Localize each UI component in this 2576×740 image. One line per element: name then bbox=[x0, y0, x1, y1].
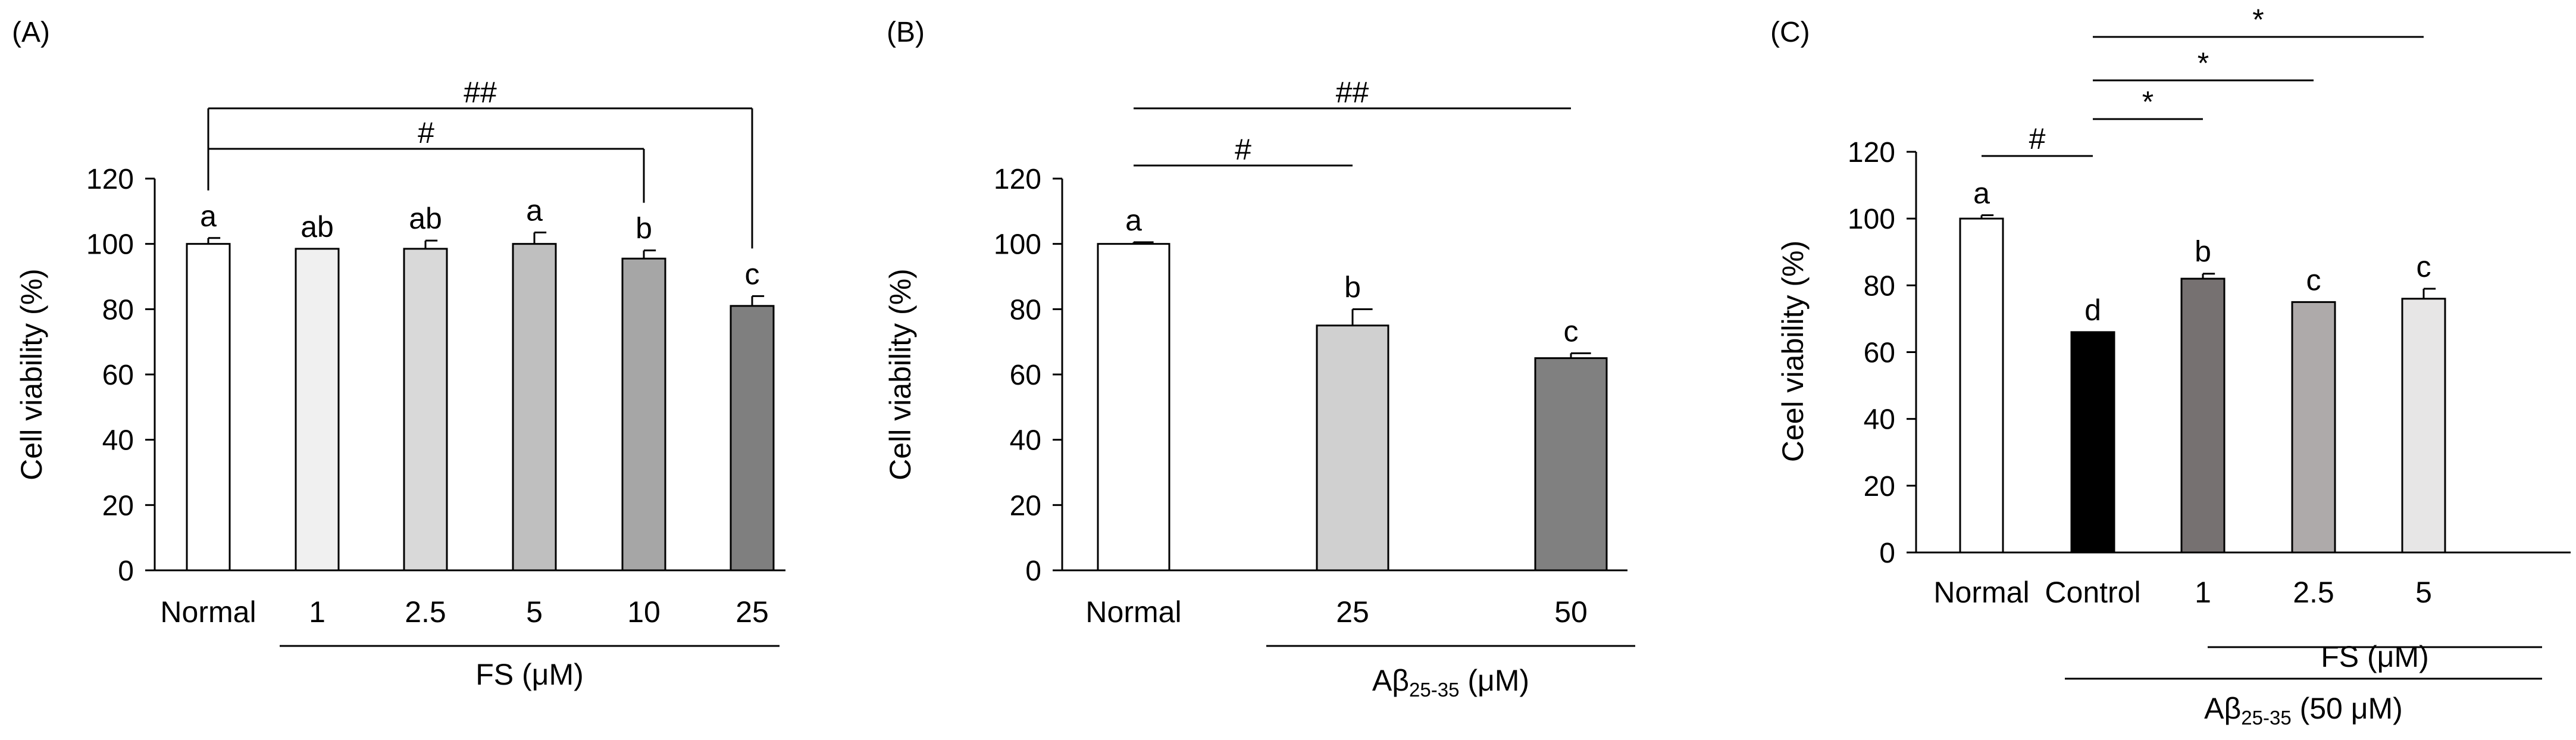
panel-c-y-tick-label: 0 bbox=[1879, 538, 1895, 569]
panel-a-bar bbox=[512, 243, 557, 572]
panel-b-bar bbox=[1316, 324, 1389, 572]
panel-c-significance-letter: d bbox=[2084, 293, 2101, 327]
panel-c-y-tick-label: 40 bbox=[1864, 404, 1895, 436]
panel-c-chart: (C) 0 20 40 60 80 100 120 Ceel viability (%) a Nor… bbox=[1770, 3, 2571, 729]
panel-b-significance-letter: a bbox=[1125, 204, 1142, 237]
panel-a-category-label: 2.5 bbox=[405, 595, 446, 629]
panel-b-category-label: Normal bbox=[1085, 595, 1181, 629]
panel-b-y-axis-title: Cell viability (%) bbox=[884, 268, 917, 480]
panel-a-bar bbox=[403, 248, 448, 572]
panel-b-group-label-unit: (μM) bbox=[1459, 664, 1529, 697]
panel-a-bar bbox=[621, 257, 666, 572]
panel-a-chart: (A) 0 20 40 60 80 100 120 Cell viability (%) a Nor… bbox=[12, 17, 785, 691]
panel-a-sig-label: ## bbox=[464, 76, 497, 109]
panel-c-category-label: 5 bbox=[2415, 576, 2432, 609]
panel-c-sig-label: * bbox=[2198, 46, 2209, 80]
panel-b-y-tick-label: 80 bbox=[1010, 294, 1041, 326]
panel-c-bar bbox=[2401, 298, 2446, 554]
panel-c-sig-label: * bbox=[2142, 85, 2154, 118]
panel-c-category-label: 1 bbox=[2195, 576, 2211, 609]
panel-b-group-label: Aβ25-35 (μM) bbox=[1372, 664, 1529, 701]
panel-a-significance-letter: a bbox=[526, 193, 543, 227]
panel-c-y-axis-title: Ceel viability (%) bbox=[1776, 241, 1810, 462]
panel-a-bar bbox=[730, 305, 775, 572]
panel-b-label: (B) bbox=[887, 17, 925, 48]
panel-a-significance-letter: b bbox=[636, 212, 652, 245]
panel-a-bar bbox=[186, 243, 231, 572]
panel-a-significance-letter: c bbox=[745, 257, 760, 291]
panel-c-significance-letter: c bbox=[2417, 250, 2431, 283]
panel-c-significance-letter: b bbox=[2195, 235, 2211, 268]
panel-b-y-tick-label: 40 bbox=[1010, 425, 1041, 457]
panel-b-y-tick-label: 20 bbox=[1010, 490, 1041, 522]
panel-b-chart: (B) 0 20 40 60 80 100 120 Cell viability (%) a Nor… bbox=[884, 17, 1635, 701]
panel-c-y-tick-label: 100 bbox=[1848, 204, 1895, 235]
panel-a-y-tick-label: 60 bbox=[102, 360, 134, 391]
panel-b-group-label-main: Aβ bbox=[1372, 664, 1409, 697]
panel-a-y-tick-label: 0 bbox=[118, 555, 134, 587]
panel-b-y-tick-label: 120 bbox=[994, 164, 1041, 195]
panel-c-y-tick-label: 60 bbox=[1864, 338, 1895, 369]
panel-c-group-label-abeta-subscript: 25-35 bbox=[2241, 707, 2291, 729]
panel-c-sig-label: # bbox=[2029, 122, 2046, 155]
panel-b-sig-label: # bbox=[1235, 133, 1251, 166]
panel-c-bar bbox=[2180, 277, 2226, 554]
panel-c-sig-label: * bbox=[2252, 3, 2264, 36]
panel-a-bar bbox=[295, 248, 340, 572]
panel-a-category-label: 5 bbox=[526, 595, 543, 629]
panel-a-category-label: Normal bbox=[160, 595, 256, 629]
panel-a-y-tick-label: 20 bbox=[102, 490, 134, 522]
panel-c-category-label: Normal bbox=[1933, 576, 2029, 609]
panel-b-significance-letter: b bbox=[1344, 270, 1361, 304]
panel-a-significance-letter: ab bbox=[409, 202, 442, 235]
panel-c-bar bbox=[2291, 301, 2336, 554]
panel-a-group-label: FS (μM) bbox=[475, 658, 584, 691]
panel-c-group-label-abeta-unit: (50 μM) bbox=[2292, 692, 2403, 725]
panel-c-category-label: Control bbox=[2045, 576, 2140, 609]
panel-a-label: (A) bbox=[12, 17, 50, 48]
panel-b-bar bbox=[1534, 357, 1608, 572]
panel-c-label: (C) bbox=[1770, 17, 1810, 48]
panel-a-y-tick-label: 100 bbox=[86, 229, 134, 261]
panel-c-bar bbox=[1959, 217, 2004, 554]
panel-c-group-label-abeta-main: Aβ bbox=[2204, 692, 2241, 725]
panel-c-group-label-fs: FS (μM) bbox=[2321, 640, 2429, 673]
panel-b-y-tick-label: 60 bbox=[1010, 360, 1041, 391]
panel-c-group-label-abeta: Aβ25-35 (50 μM) bbox=[2204, 692, 2403, 729]
panel-b-significance-letter: c bbox=[1564, 314, 1579, 348]
panel-a-category-label: 1 bbox=[309, 595, 325, 629]
panel-a-y-tick-label: 80 bbox=[102, 294, 134, 326]
panel-a-significance-letter: ab bbox=[301, 210, 334, 243]
panel-b-y-tick-label: 100 bbox=[994, 229, 1041, 261]
panel-b-y-tick-label: 0 bbox=[1025, 555, 1041, 587]
panel-c-y-tick-label: 20 bbox=[1864, 471, 1895, 502]
panel-a-y-tick-label: 120 bbox=[86, 164, 134, 195]
panel-c-significance-letter: c bbox=[2306, 263, 2321, 296]
panel-b-group-label-subscript: 25-35 bbox=[1409, 679, 1459, 701]
panel-a-y-tick-label: 40 bbox=[102, 425, 134, 457]
panel-b-category-label: 50 bbox=[1554, 595, 1588, 629]
panel-a-sig-label: # bbox=[418, 116, 434, 149]
panel-b-sig-label: ## bbox=[1336, 76, 1369, 109]
panel-c-bar bbox=[2070, 331, 2115, 554]
panel-c-category-label: 2.5 bbox=[2293, 576, 2334, 609]
panel-a-significance-letter: a bbox=[200, 199, 217, 233]
panel-c-significance-letter: a bbox=[1973, 177, 1990, 210]
panel-c-y-tick-label: 80 bbox=[1864, 270, 1895, 302]
panel-b-bar bbox=[1097, 243, 1170, 572]
panel-b-category-label: 25 bbox=[1336, 595, 1369, 629]
panel-c-y-tick-label: 120 bbox=[1848, 137, 1895, 168]
panel-a-y-axis-title: Cell viability (%) bbox=[15, 268, 48, 480]
panel-a-category-label: 25 bbox=[735, 595, 769, 629]
panel-a-category-label: 10 bbox=[627, 595, 661, 629]
